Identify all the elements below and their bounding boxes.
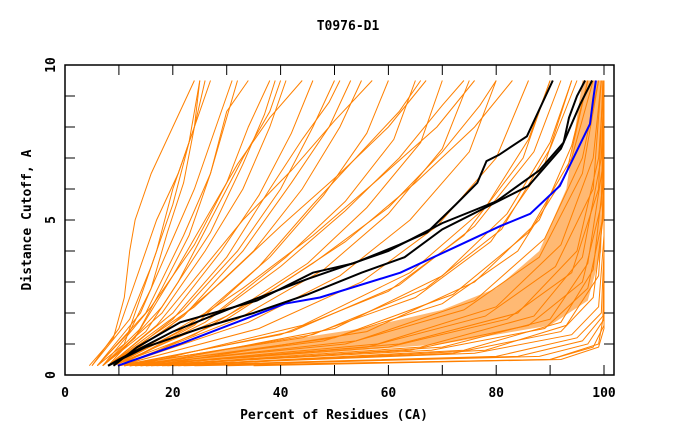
ensemble-curve [118,80,551,367]
ensemble-curve [118,80,422,367]
y-axis-label: Distance Cutoff, A [20,149,35,290]
ensemble-curve [113,80,475,367]
y-tick-label: 0 [44,371,59,379]
ensemble-curve [113,80,341,367]
y-axis: 0 5 10 [44,57,614,379]
x-tick-label: 100 [592,386,616,401]
ensemble-curve [102,80,271,367]
ensemble-curve [113,80,389,367]
ensemble-curve [96,80,201,367]
y-tick-label: 10 [44,57,59,73]
black-model-3-line [107,80,593,367]
ensemble-curve [88,80,195,367]
ensemble-curve [145,80,605,367]
ensemble-curves [88,80,605,367]
ensemble-curve [113,80,443,367]
ensemble-curve [96,80,211,367]
ensemble-curve [151,80,589,367]
x-tick-label: 20 [165,386,181,401]
x-axis-label: Percent of Residues (CA) [240,408,428,423]
ensemble-curve [102,80,282,367]
x-tick-label: 60 [381,386,397,401]
chart-title: T0976-D1 [317,19,380,34]
black-model-2-line [107,80,586,367]
ensemble-curve [107,80,276,367]
x-tick-label: 40 [273,386,289,401]
ensemble-curve [124,80,497,367]
x-axis: 0 20 40 60 80 100 [61,65,616,401]
ensemble-curve [140,80,605,367]
x-tick-label: 0 [61,386,69,401]
ensemble-curve [134,80,551,367]
blue-model-line [117,80,597,367]
ensemble-curve [96,80,233,367]
ensemble-curve [107,80,362,367]
ensemble-curve [118,80,497,367]
ensemble-curve [113,80,513,367]
ensemble-curve [118,80,465,367]
plot-area [88,80,605,367]
highlighted-curves [107,80,597,367]
ensemble-curve [96,80,249,367]
ensemble-curve [91,80,201,367]
ensemble-density-band [118,80,605,366]
ensemble-curve [113,80,352,367]
ensemble-curve [118,80,470,367]
ensemble-curve [118,80,529,367]
ensemble-curve [135,80,605,367]
ensemble-curve [102,80,238,367]
ensemble-curve [124,80,600,367]
ensemble-curve [124,80,578,367]
ensemble-curve [107,80,427,367]
y-tick-label: 5 [44,216,59,224]
ensemble-curve [129,80,600,367]
x-tick-label: 80 [488,386,504,401]
ensemble-curve [253,80,605,367]
ensemble-curve [135,80,602,367]
ensemble-curve [140,80,573,367]
ensemble-curve [107,80,373,367]
